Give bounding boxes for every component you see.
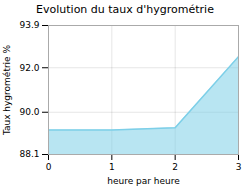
- svg-text:0: 0: [46, 162, 52, 172]
- svg-text:93.9: 93.9: [19, 20, 39, 30]
- svg-text:Taux hygrométrie %: Taux hygrométrie %: [2, 44, 12, 136]
- svg-text:92.0: 92.0: [19, 63, 39, 73]
- svg-text:heure par heure: heure par heure: [107, 176, 180, 186]
- html-text:Evolution du taux d'hygrométri: Evolution du taux d'hygrométrie: [36, 3, 214, 16]
- svg-text:2: 2: [172, 162, 178, 172]
- svg-text:90.0: 90.0: [19, 107, 39, 117]
- svg-text:3: 3: [236, 162, 242, 172]
- svg-text:88.1: 88.1: [19, 149, 39, 159]
- svg-text:1: 1: [109, 162, 115, 172]
